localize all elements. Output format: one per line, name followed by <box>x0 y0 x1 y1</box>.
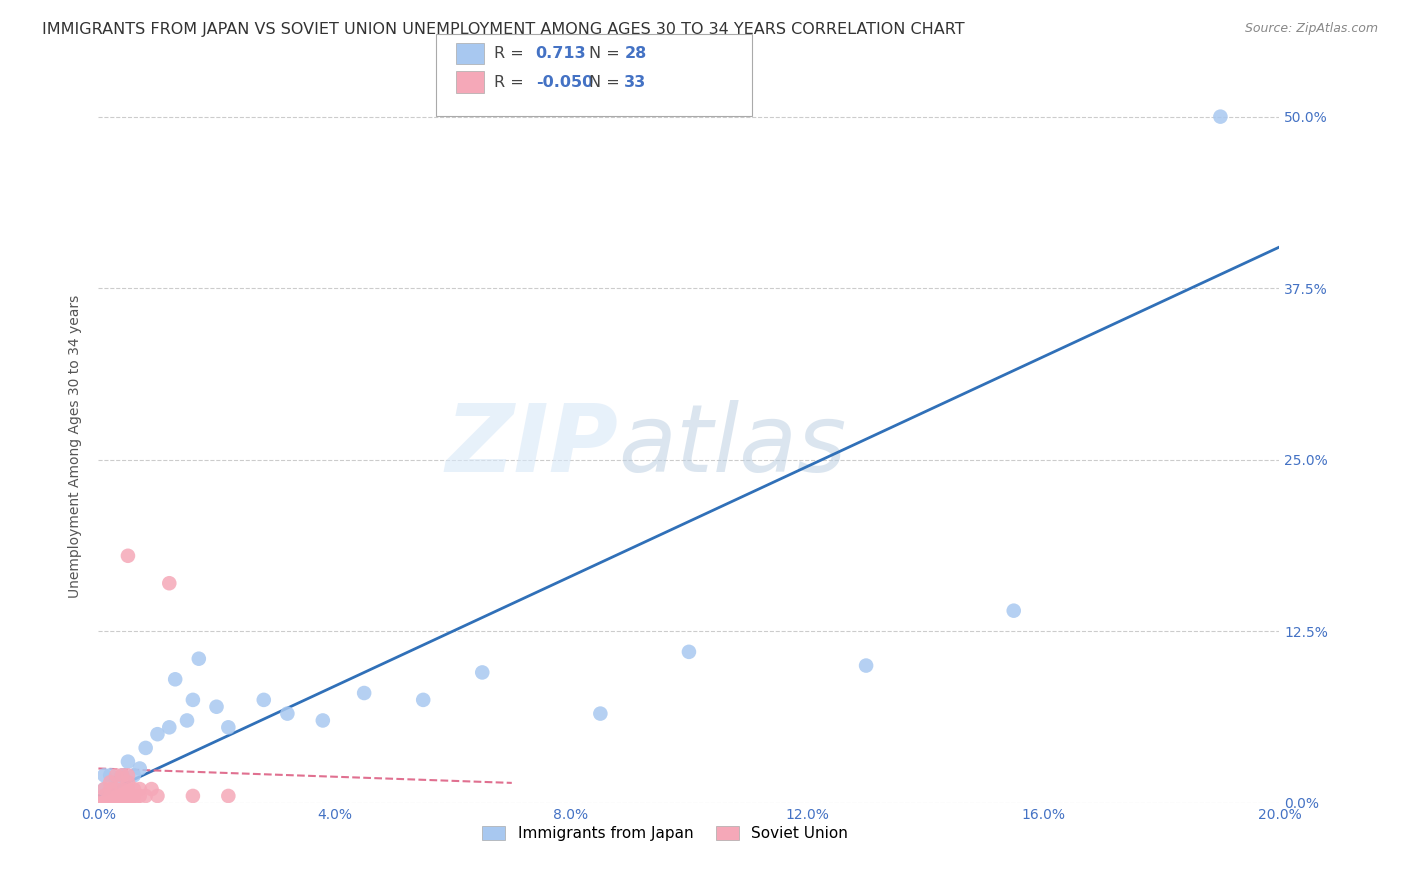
Point <box>122 796 145 810</box>
Point <box>181 693 204 707</box>
Point <box>105 768 128 782</box>
Point <box>1002 604 1025 618</box>
Point <box>117 789 139 803</box>
Point <box>93 782 115 797</box>
Point <box>855 658 877 673</box>
Text: 28: 28 <box>624 46 647 61</box>
Text: ZIP: ZIP <box>446 400 619 492</box>
Point <box>412 693 434 707</box>
Text: N =: N = <box>589 46 620 61</box>
Text: 33: 33 <box>624 75 647 89</box>
Point <box>111 796 134 810</box>
Text: R =: R = <box>494 75 523 89</box>
Point <box>111 789 134 803</box>
Point <box>105 775 128 789</box>
Point <box>122 768 145 782</box>
Point <box>98 775 121 789</box>
Point <box>589 706 612 721</box>
Point <box>122 789 145 803</box>
Point <box>1209 110 1232 124</box>
Point <box>165 673 187 687</box>
Point <box>93 789 115 803</box>
Text: IMMIGRANTS FROM JAPAN VS SOVIET UNION UNEMPLOYMENT AMONG AGES 30 TO 34 YEARS COR: IMMIGRANTS FROM JAPAN VS SOVIET UNION UN… <box>42 22 965 37</box>
Y-axis label: Unemployment Among Ages 30 to 34 years: Unemployment Among Ages 30 to 34 years <box>69 294 83 598</box>
Point <box>678 645 700 659</box>
Point <box>312 714 335 728</box>
Text: R =: R = <box>494 46 523 61</box>
Point <box>157 576 180 591</box>
Point <box>128 782 150 797</box>
Point <box>276 706 298 721</box>
Legend: Immigrants from Japan, Soviet Union: Immigrants from Japan, Soviet Union <box>475 818 856 848</box>
Point <box>98 782 121 797</box>
Point <box>98 789 121 803</box>
Point <box>187 651 209 665</box>
Point <box>93 768 115 782</box>
Point <box>217 720 239 734</box>
Point <box>471 665 494 680</box>
Point <box>98 796 121 810</box>
Point <box>181 789 204 803</box>
Point <box>98 768 121 782</box>
Text: Source: ZipAtlas.com: Source: ZipAtlas.com <box>1244 22 1378 36</box>
Point <box>93 782 115 797</box>
Point <box>111 782 134 797</box>
Point <box>111 768 134 782</box>
Point <box>205 699 228 714</box>
Text: atlas: atlas <box>619 401 846 491</box>
Point <box>105 782 128 797</box>
Point <box>157 720 180 734</box>
Point <box>93 796 115 810</box>
Text: 0.713: 0.713 <box>536 46 586 61</box>
Point <box>135 789 157 803</box>
Text: -0.050: -0.050 <box>536 75 593 89</box>
Point <box>141 782 163 797</box>
Point <box>117 775 139 789</box>
Point <box>176 714 198 728</box>
Point <box>135 740 157 755</box>
Text: N =: N = <box>589 75 620 89</box>
Point <box>217 789 239 803</box>
Point <box>117 755 139 769</box>
Point <box>353 686 375 700</box>
Point <box>117 768 139 782</box>
Point <box>128 789 150 803</box>
Point <box>117 782 139 797</box>
Point <box>146 789 169 803</box>
Point <box>128 762 150 776</box>
Point <box>117 549 139 563</box>
Point <box>105 796 128 810</box>
Point <box>111 768 134 782</box>
Point <box>87 796 110 810</box>
Point <box>253 693 276 707</box>
Point <box>146 727 169 741</box>
Point <box>122 782 145 797</box>
Point <box>105 789 128 803</box>
Point <box>117 796 139 810</box>
